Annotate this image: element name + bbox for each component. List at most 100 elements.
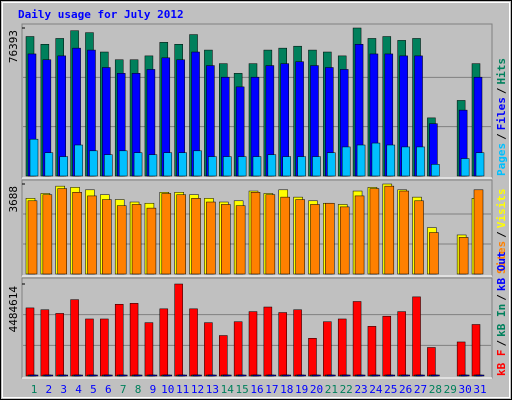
bar	[223, 156, 232, 177]
x-tick-label: 7	[120, 383, 127, 396]
bar	[310, 204, 320, 275]
bar	[102, 199, 112, 275]
bar	[337, 318, 347, 377]
bar	[460, 158, 470, 177]
x-tick-label: 30	[459, 383, 472, 396]
bar	[27, 200, 38, 275]
bar	[248, 311, 258, 377]
x-tick-label: 21	[325, 383, 338, 396]
bar	[458, 237, 469, 275]
bar	[104, 374, 113, 377]
x-tick-label: 26	[399, 383, 412, 396]
legend: kB F / kB In / kB Out	[495, 251, 508, 376]
bar	[352, 301, 362, 377]
x-tick-label: 28	[429, 383, 442, 396]
x-tick-label: 20	[310, 383, 323, 396]
x-tick-label: 1	[31, 383, 38, 396]
x-tick-label: 23	[354, 383, 367, 396]
x-tick-label: 6	[105, 383, 112, 396]
bar	[267, 154, 277, 177]
bar	[237, 374, 247, 377]
bar	[460, 374, 470, 377]
bar	[74, 374, 83, 377]
bar	[416, 146, 425, 177]
bar	[133, 152, 143, 177]
bar	[223, 374, 232, 377]
bar	[456, 341, 466, 377]
bar	[282, 374, 291, 377]
bar	[384, 185, 395, 275]
bar	[399, 190, 409, 275]
bar	[193, 374, 202, 377]
bar	[118, 374, 128, 377]
y-tick-label: 4484614	[7, 286, 20, 333]
bar	[414, 200, 424, 275]
x-tick-label: 25	[384, 383, 397, 396]
bar	[89, 150, 98, 177]
legend: Pages / Files / Hits	[495, 58, 508, 176]
bar	[386, 374, 396, 377]
bar	[327, 374, 336, 377]
bar	[233, 321, 243, 377]
bar	[473, 189, 484, 275]
x-tick-label: 5	[90, 383, 97, 396]
bar	[144, 322, 154, 377]
bar	[206, 201, 216, 275]
bar	[114, 303, 124, 377]
bar	[118, 150, 128, 177]
legend: Sites / Visits	[495, 189, 508, 275]
bar	[176, 194, 186, 275]
x-tick-label: 10	[161, 383, 174, 396]
bar	[312, 156, 321, 177]
bar	[42, 194, 53, 275]
bar	[104, 154, 113, 177]
bar	[397, 311, 406, 377]
bar	[431, 164, 440, 177]
bar	[208, 156, 217, 177]
legend-separator: /	[495, 231, 508, 238]
x-tick-label: 29	[444, 383, 457, 396]
legend-separator: /	[495, 340, 508, 347]
bar	[55, 313, 64, 377]
bar	[250, 191, 261, 275]
bar	[401, 146, 410, 177]
x-tick-label: 17	[265, 383, 278, 396]
bar	[356, 144, 366, 177]
bar	[369, 188, 380, 275]
bar	[475, 152, 485, 177]
legend-entry: Files	[495, 97, 508, 130]
x-tick-label: 8	[135, 383, 142, 396]
x-tick-label: 14	[221, 383, 235, 396]
bar	[29, 138, 39, 177]
bar	[427, 347, 436, 377]
legend-entry: Pages	[495, 143, 508, 176]
bar	[412, 296, 421, 377]
bar	[354, 195, 365, 275]
y-tick-label: 3688	[7, 186, 20, 213]
x-tick-label: 13	[206, 383, 219, 396]
x-tick-label: 31	[473, 383, 486, 396]
bar	[159, 308, 169, 377]
bar	[293, 309, 302, 377]
x-tick-label: 19	[295, 383, 308, 396]
bar	[40, 309, 50, 377]
bar	[382, 315, 392, 377]
legend-entry: Sites	[495, 241, 508, 274]
bar	[312, 374, 321, 377]
bar	[341, 374, 351, 377]
bar	[129, 303, 139, 377]
bar	[235, 205, 246, 275]
x-tick-label: 2	[46, 383, 53, 396]
y-tick-label: 76393	[7, 30, 20, 63]
x-tick-label: 15	[236, 383, 249, 396]
bar	[280, 196, 290, 275]
bar	[178, 374, 187, 377]
chart-title: Daily usage for July 2012	[18, 8, 184, 21]
bar	[193, 150, 202, 177]
bar	[57, 188, 67, 275]
bar	[25, 307, 35, 377]
bar	[44, 374, 54, 377]
bar	[475, 374, 485, 377]
x-tick-label: 18	[280, 383, 293, 396]
bar	[89, 374, 98, 377]
